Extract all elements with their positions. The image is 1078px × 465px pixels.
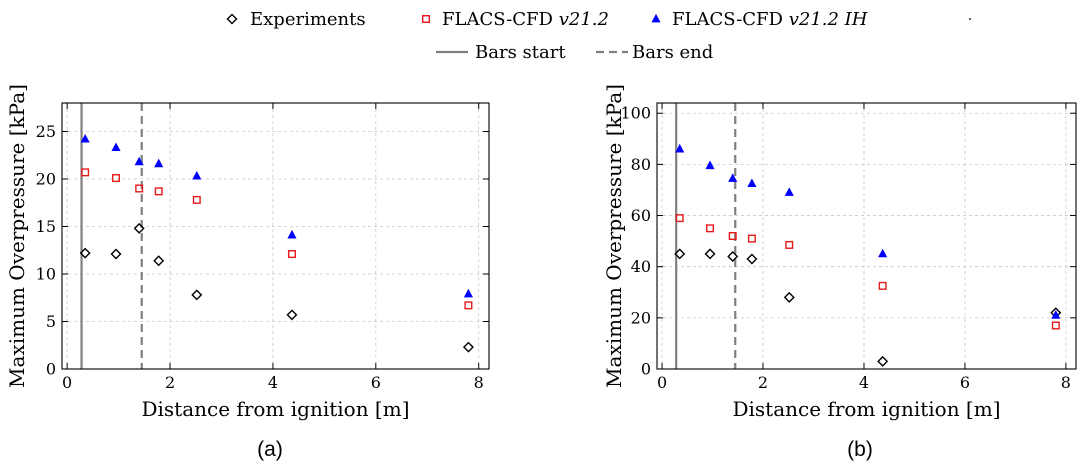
x-axis-label: Distance from ignition [m]: [141, 397, 409, 421]
data-point-flacs-cfd-v21-2-ih-0: [80, 133, 90, 143]
data-point-flacs-cfd-v21-2-ih-4: [784, 187, 794, 196]
data-point-flacs-cfd-v21-2-2: [135, 184, 144, 193]
legend-stray-dot: [968, 17, 972, 21]
legend-label-bars-start: Bars start: [475, 42, 566, 63]
legend-marker-experiments: [226, 13, 238, 25]
x-tick-label-4: 4: [859, 373, 869, 392]
y-tick-label-20: 20: [631, 308, 651, 327]
data-point-experiments-6: [462, 341, 474, 353]
x-axis-label: Distance from ignition [m]: [732, 397, 1000, 421]
data-point-flacs-cfd-v21-2-5: [287, 250, 296, 259]
legend-label-text: Experiments: [250, 9, 366, 30]
data-point-flacs-cfd-v21-2-3: [154, 187, 163, 196]
data-point-flacs-cfd-v21-2-ih-1: [111, 142, 121, 152]
data-point-experiments-0: [79, 247, 91, 259]
data-point-flacs-cfd-v21-2-ih-1: [705, 160, 715, 170]
data-point-flacs-cfd-v21-2-ih-5: [878, 248, 888, 258]
y-tick-label-25: 25: [36, 122, 56, 141]
data-point-flacs-cfd-v21-2-ih-3: [154, 158, 164, 168]
data-point-flacs-cfd-v21-2-6: [1051, 321, 1060, 330]
data-point-experiments-4: [191, 289, 203, 301]
x-tick-label-2: 2: [758, 373, 768, 392]
data-point-experiments-5: [877, 355, 889, 367]
series-flacs-cfd-v21-2: [81, 168, 473, 310]
data-point-flacs-cfd-v21-2-2: [728, 231, 737, 240]
data-point-flacs-cfd-v21-2-4: [192, 195, 201, 204]
legend: Experiments FLACS-CFD v21.2 FLACS-CFD v21.…: [226, 9, 972, 63]
y-axis-label: Maximum Overpressure [kPa]: [5, 84, 29, 388]
data-point-flacs-cfd-v21-2-4: [785, 240, 794, 249]
y-tick-label-10: 10: [36, 265, 56, 284]
plot-frame: [656, 102, 1077, 370]
data-point-experiments-3: [153, 255, 165, 267]
legend-label-text: Bars end: [632, 42, 713, 63]
data-point-experiments-1: [110, 248, 122, 260]
plot-frame: [61, 102, 490, 370]
data-point-flacs-cfd-v21-2-3: [747, 234, 756, 243]
data-point-flacs-cfd-v21-2-ih-5: [287, 229, 297, 239]
series-flacs-cfd-v21-2-ih: [80, 133, 473, 298]
y-tick-label-100: 100: [620, 104, 651, 123]
legend-label-text: FLACS-CFD: [442, 9, 559, 30]
data-point-experiments-0: [674, 248, 686, 260]
legend-marker-flacs-cfd-v21-2-ih: [651, 13, 661, 23]
y-axis-label: Maximum Overpressure [kPa]: [602, 84, 626, 388]
data-point-experiments-2: [727, 250, 739, 262]
legend-label-italic: v21.2 IH: [789, 9, 868, 30]
x-tick-label-8: 8: [474, 373, 484, 392]
y-tick-label-20: 20: [36, 170, 56, 189]
y-tick-label-0: 0: [46, 360, 56, 379]
x-tick-label-6: 6: [960, 373, 970, 392]
y-tick-label-60: 60: [631, 206, 651, 225]
data-point-experiments-2: [133, 222, 145, 234]
data-point-experiments-1: [704, 248, 716, 260]
series-experiments: [79, 222, 474, 353]
series-flacs-cfd-v21-2-ih: [675, 143, 1061, 319]
data-point-flacs-cfd-v21-2-ih-4: [192, 171, 202, 180]
data-point-experiments-3: [746, 253, 758, 265]
data-point-flacs-cfd-v21-2-0: [675, 214, 684, 223]
data-point-flacs-cfd-v21-2-6: [464, 301, 473, 310]
legend-label-experiments: Experiments: [250, 9, 366, 30]
x-tick-label-4: 4: [268, 373, 278, 392]
data-point-flacs-cfd-v21-2-1: [112, 174, 121, 183]
y-tick-label-15: 15: [36, 217, 56, 236]
legend-marker-flacs-cfd-v21-2: [422, 14, 431, 23]
grid: [657, 103, 1076, 370]
legend-label-text: FLACS-CFD: [672, 9, 789, 30]
legend-label-flacs-cfd-v21-2: FLACS-CFD v21.2: [442, 9, 609, 30]
x-tick-label-8: 8: [1061, 373, 1071, 392]
x-tick-label-2: 2: [165, 373, 175, 392]
data-point-flacs-cfd-v21-2-ih-6: [1051, 310, 1061, 319]
y-tick-label-0: 0: [641, 360, 651, 379]
data-point-flacs-cfd-v21-2-ih-6: [463, 288, 473, 298]
y-tick-label-80: 80: [631, 155, 651, 174]
chart-panel-a: 0 2 4 6 8 0 5 10 15 20 25 Distance from ignition [m…: [5, 84, 490, 461]
data-point-flacs-cfd-v21-2-ih-0: [675, 143, 685, 153]
data-point-flacs-cfd-v21-2-1: [706, 224, 715, 233]
panel-label: (a): [257, 438, 283, 461]
data-point-flacs-cfd-v21-2-ih-3: [747, 178, 757, 187]
data-point-experiments-4: [783, 291, 795, 303]
data-point-flacs-cfd-v21-2-0: [81, 168, 90, 177]
legend-label-text: Bars start: [475, 42, 566, 63]
panel-label: (b): [847, 438, 873, 461]
data-point-experiments-5: [286, 309, 298, 321]
x-tick-label-6: 6: [371, 373, 381, 392]
x-tick-label-0: 0: [62, 373, 72, 392]
data-point-flacs-cfd-v21-2-ih-2: [134, 156, 144, 166]
data-point-flacs-cfd-v21-2-ih-2: [728, 173, 738, 182]
grid: [62, 103, 489, 370]
legend-label-flacs-cfd-v21-2-ih: FLACS-CFD v21.2 IH: [672, 9, 868, 30]
y-tick-label-40: 40: [631, 257, 651, 276]
legend-label-bars-end: Bars end: [632, 42, 713, 63]
y-tick-label-5: 5: [46, 312, 56, 331]
data-point-flacs-cfd-v21-2-5: [878, 281, 887, 290]
legend-label-italic: v21.2: [559, 9, 609, 30]
series-experiments: [674, 248, 1062, 367]
x-tick-label-0: 0: [657, 373, 667, 392]
series-flacs-cfd-v21-2: [675, 214, 1060, 330]
